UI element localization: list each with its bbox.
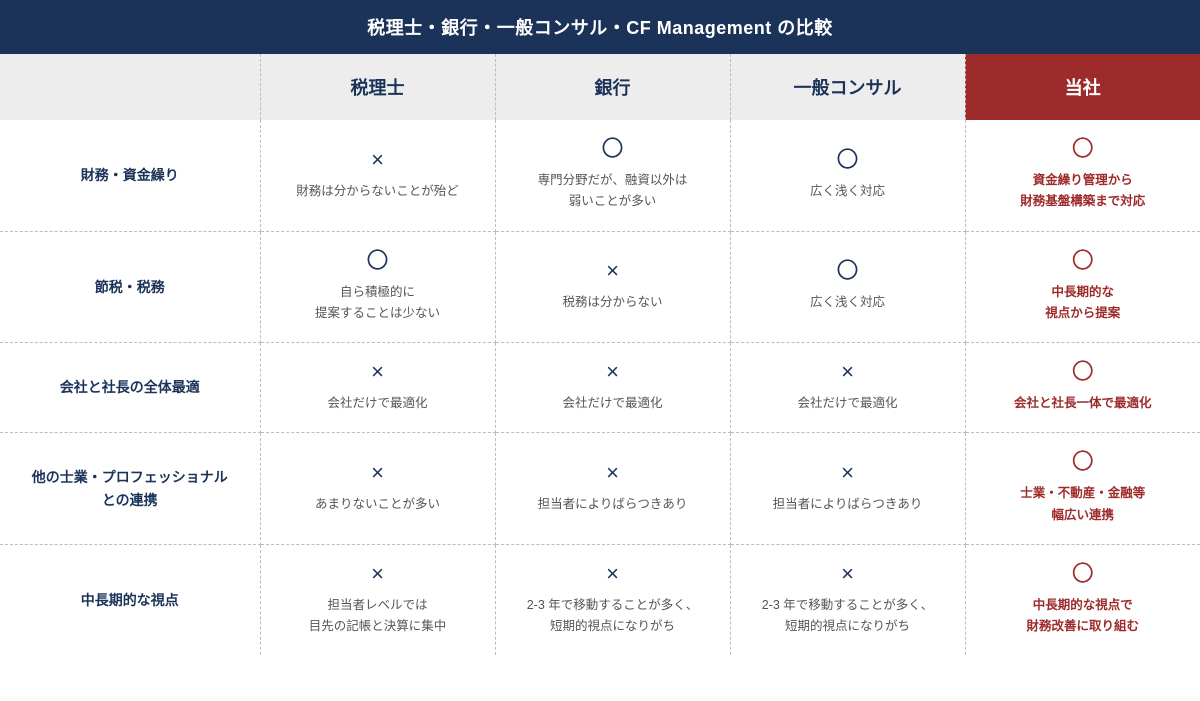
circle-icon: 〇 — [743, 149, 953, 171]
row-label: 他の士業・プロフェッショナル との連携 — [0, 433, 260, 545]
cell: × 税務は分からない — [495, 231, 730, 343]
cell-desc: 財務は分からないことが殆ど — [273, 181, 483, 202]
table-row: 財務・資金繰り×財務は分からないことが殆ど〇専門分野だが、融資以外は 弱いことが… — [0, 120, 1200, 231]
table-row: 節税・税務〇自ら積極的に 提案することは少ない×税務は分からない〇広く浅く対応〇… — [0, 231, 1200, 343]
cell: 〇専門分野だが、融資以外は 弱いことが多い — [495, 120, 730, 231]
circle-icon: 〇 — [978, 250, 1189, 272]
cell: 〇会社と社長一体で最適化 — [965, 343, 1200, 433]
cell-desc: 2-3 年で移動することが多く、 短期的視点になりがち — [508, 595, 718, 638]
cell: 〇広く浅く対応 — [730, 120, 965, 231]
cell: 〇自ら積極的に 提案することは少ない — [260, 231, 495, 343]
cell: × 2-3 年で移動することが多く、 短期的視点になりがち — [730, 544, 965, 655]
row-label: 中長期的な視点 — [0, 544, 260, 655]
header-blank — [0, 54, 260, 120]
cell-desc: 専門分野だが、融資以外は 弱いことが多い — [508, 170, 718, 213]
cell: 〇中長期的な 視点から提案 — [965, 231, 1200, 343]
cell: 〇資金繰り管理から 財務基盤構築まで対応 — [965, 120, 1200, 231]
circle-icon: 〇 — [978, 361, 1189, 383]
cell-desc: 税務は分からない — [508, 292, 718, 313]
cell-desc: 会社だけで最適化 — [273, 393, 483, 414]
cell-desc: 担当者によりばらつきあり — [743, 494, 953, 515]
cell-desc: 中長期的な 視点から提案 — [978, 282, 1189, 325]
cross-icon: × — [273, 149, 483, 171]
table-title: 税理士・銀行・一般コンサル・CF Management の比較 — [0, 0, 1200, 54]
circle-icon: 〇 — [978, 451, 1189, 473]
cell-desc: 担当者レベルでは 目先の記帳と決算に集中 — [273, 595, 483, 638]
cross-icon: × — [273, 361, 483, 383]
cross-icon: × — [273, 563, 483, 585]
cross-icon: × — [508, 361, 718, 383]
cell-desc: 資金繰り管理から 財務基盤構築まで対応 — [978, 170, 1189, 213]
row-label: 節税・税務 — [0, 231, 260, 343]
cell-desc: 広く浅く対応 — [743, 181, 953, 202]
cross-icon: × — [273, 462, 483, 484]
cross-icon: × — [743, 361, 953, 383]
cell: × 2-3 年で移動することが多く、 短期的視点になりがち — [495, 544, 730, 655]
cell-desc: 士業・不動産・金融等 幅広い連携 — [978, 483, 1189, 526]
table-row: 会社と社長の全体最適×会社だけで最適化×会社だけで最適化×会社だけで最適化〇会社… — [0, 343, 1200, 433]
cell: × 財務は分からないことが殆ど — [260, 120, 495, 231]
cell: × 担当者レベルでは 目先の記帳と決算に集中 — [260, 544, 495, 655]
circle-icon: 〇 — [978, 563, 1189, 585]
cell-desc: 会社だけで最適化 — [508, 393, 718, 414]
cross-icon: × — [743, 563, 953, 585]
cell: 〇中長期的な視点で 財務改善に取り組む — [965, 544, 1200, 655]
cell: × 会社だけで最適化 — [260, 343, 495, 433]
cell-desc: 2-3 年で移動することが多く、 短期的視点になりがち — [743, 595, 953, 638]
header-col-1: 税理士 — [260, 54, 495, 120]
table-row: 中長期的な視点 × 担当者レベルでは 目先の記帳と決算に集中 × 2-3 年で移動するこ… — [0, 544, 1200, 655]
header-col-4: 当社 — [965, 54, 1200, 120]
cross-icon: × — [508, 260, 718, 282]
cell: × 担当者によりばらつきあり — [495, 433, 730, 545]
row-label: 財務・資金繰り — [0, 120, 260, 231]
cell-desc: 中長期的な視点で 財務改善に取り組む — [978, 595, 1189, 638]
cell: × 会社だけで最適化 — [495, 343, 730, 433]
cell-desc: あまりないことが多い — [273, 494, 483, 515]
circle-icon: 〇 — [508, 138, 718, 160]
cross-icon: × — [743, 462, 953, 484]
circle-icon: 〇 — [743, 260, 953, 282]
cell: 〇広く浅く対応 — [730, 231, 965, 343]
cell-desc: 会社だけで最適化 — [743, 393, 953, 414]
table-row: 他の士業・プロフェッショナル との連携 × あまりないことが多い × 担当者によりばらつ… — [0, 433, 1200, 545]
cross-icon: × — [508, 462, 718, 484]
header-row: 税理士 銀行 一般コンサル 当社 — [0, 54, 1200, 120]
circle-icon: 〇 — [273, 250, 483, 272]
cell: × 担当者によりばらつきあり — [730, 433, 965, 545]
cross-icon: × — [508, 563, 718, 585]
title-row: 税理士・銀行・一般コンサル・CF Management の比較 — [0, 0, 1200, 54]
cell: × あまりないことが多い — [260, 433, 495, 545]
cell: 〇士業・不動産・金融等 幅広い連携 — [965, 433, 1200, 545]
cell-desc: 自ら積極的に 提案することは少ない — [273, 282, 483, 325]
cell-desc: 会社と社長一体で最適化 — [978, 393, 1189, 414]
cell: × 会社だけで最適化 — [730, 343, 965, 433]
circle-icon: 〇 — [978, 138, 1189, 160]
comparison-table: 税理士・銀行・一般コンサル・CF Management の比較 税理士 銀行 一… — [0, 0, 1200, 655]
row-label: 会社と社長の全体最適 — [0, 343, 260, 433]
cell-desc: 担当者によりばらつきあり — [508, 494, 718, 515]
header-col-2: 銀行 — [495, 54, 730, 120]
header-col-3: 一般コンサル — [730, 54, 965, 120]
cell-desc: 広く浅く対応 — [743, 292, 953, 313]
